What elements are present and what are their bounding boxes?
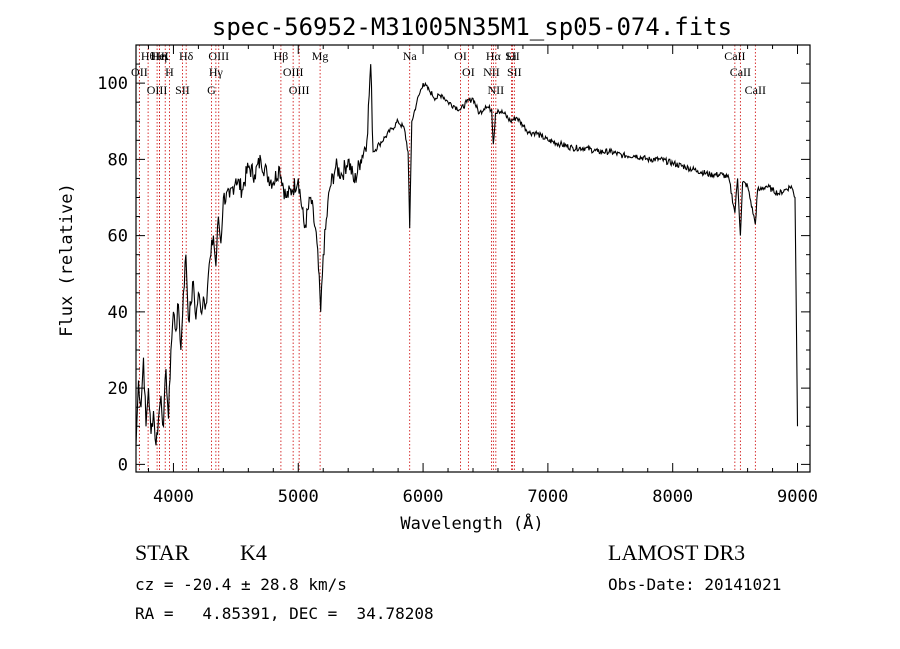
line-marker-label: OIII — [208, 49, 229, 63]
line-marker-label: Hθ — [141, 49, 156, 63]
object-class: STAR — [135, 540, 190, 565]
object-subclass: K4 — [240, 540, 267, 565]
line-marker-label: OI — [454, 49, 467, 63]
line-marker-label: OIII — [147, 83, 168, 97]
x-tick-label: 4000 — [153, 487, 194, 507]
line-marker-label: H — [165, 65, 174, 79]
line-marker-label: CaII — [730, 65, 751, 79]
plot-frame — [135, 44, 811, 473]
line-marker-label: Hβ — [274, 49, 289, 63]
line-marker-label: CaII — [724, 49, 745, 63]
line-marker-label: NII — [483, 65, 500, 79]
y-axis-ticks: 0 20 40 60 80 100 — [97, 63, 810, 475]
spectrum-series-line — [135, 64, 799, 446]
line-marker-label: NII — [488, 83, 505, 97]
y-tick-label: 60 — [108, 227, 128, 247]
spectral-line-markers — [138, 45, 756, 472]
x-tick-label: 9000 — [777, 487, 818, 507]
line-marker-label: OI — [462, 65, 475, 79]
coordinates: RA = 4.85391, DEC = 34.78208 — [135, 604, 434, 623]
line-marker-label: Hη — [152, 49, 167, 63]
line-marker-label: K — [161, 49, 170, 63]
y-tick-label: 100 — [97, 74, 128, 94]
line-marker-label: Li — [506, 49, 517, 63]
line-marker-label: Na — [403, 49, 418, 63]
y-tick-label: 80 — [108, 150, 128, 170]
line-marker-label: Hδ — [179, 49, 194, 63]
chart-title: spec-56952-M31005N35M1_sp05-074.fits — [212, 13, 732, 41]
redshift-cz: cz = -20.4 ± 28.8 km/s — [135, 575, 347, 594]
y-tick-label: 20 — [108, 379, 128, 399]
line-marker-label: Mg — [312, 49, 329, 63]
x-tick-label: 5000 — [278, 487, 319, 507]
x-tick-label: 8000 — [652, 487, 693, 507]
line-marker-label: SII — [507, 65, 522, 79]
line-marker-label: CaII — [745, 83, 766, 97]
y-tick-label: 40 — [108, 303, 128, 323]
x-tick-label: 6000 — [403, 487, 444, 507]
line-marker-label: Hα — [486, 49, 502, 63]
survey-name: LAMOST DR3 — [608, 540, 746, 565]
line-marker-label: Hγ — [209, 65, 224, 79]
x-tick-label: 7000 — [527, 487, 568, 507]
x-axis-label: Wavelength (Å) — [400, 512, 543, 534]
line-marker-label: OIII — [283, 65, 304, 79]
line-marker-label: G — [207, 83, 216, 97]
line-marker-label: OIII — [289, 83, 310, 97]
observation-date: Obs-Date: 20141021 — [608, 575, 782, 594]
line-marker-label: OII — [131, 65, 148, 79]
y-tick-label: 0 — [118, 455, 128, 475]
line-marker-label: HeI — [151, 49, 169, 63]
y-axis-label: Flux (relative) — [57, 183, 77, 337]
x-axis-ticks: 4000 5000 6000 7000 8000 9000 — [147, 45, 818, 507]
line-marker-label: SII — [175, 83, 190, 97]
line-marker-label: SII — [505, 49, 520, 63]
